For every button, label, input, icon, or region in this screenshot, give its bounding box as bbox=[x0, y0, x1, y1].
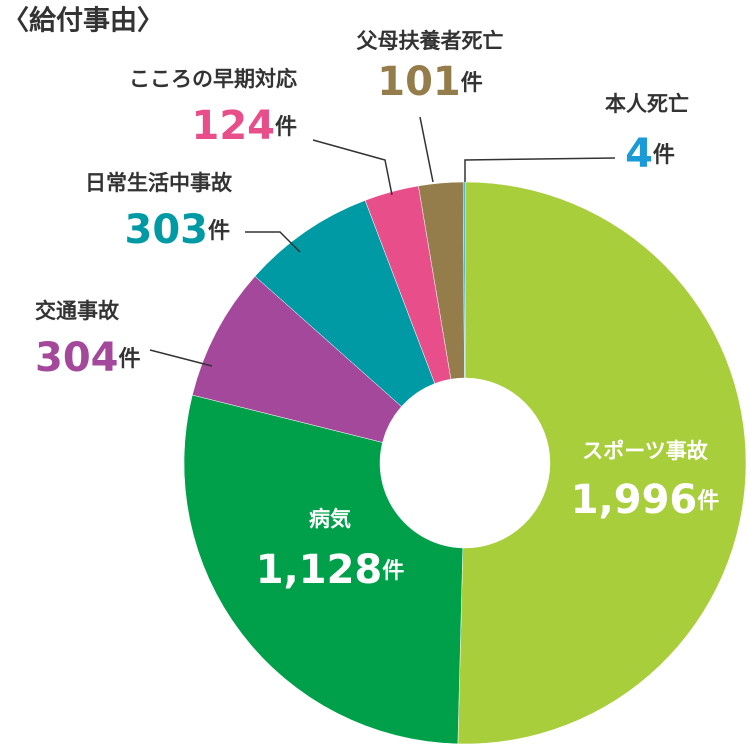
value-unit: 件 bbox=[653, 143, 675, 168]
value-number: 1,128 bbox=[256, 547, 383, 593]
category-label: こころの早期対応 bbox=[129, 67, 297, 91]
value-number: 101 bbox=[377, 59, 461, 105]
chart-title: 〈給付事由〉 bbox=[2, 5, 164, 37]
value-unit: 件 bbox=[382, 559, 404, 584]
category-label: 父母扶養者死亡 bbox=[357, 29, 504, 53]
value-number: 4 bbox=[625, 131, 653, 177]
leader-line bbox=[464, 157, 616, 182]
leader-line bbox=[149, 349, 213, 367]
donut-segment bbox=[183, 394, 464, 745]
value-number: 303 bbox=[124, 207, 208, 253]
value-unit: 件 bbox=[697, 489, 719, 514]
value-label: 1,128件 bbox=[256, 547, 405, 593]
value-unit: 件 bbox=[208, 219, 230, 244]
value-label: 4件 bbox=[625, 131, 675, 177]
leader-line bbox=[419, 116, 434, 183]
leader-line bbox=[245, 231, 301, 253]
value-number: 304 bbox=[35, 335, 119, 381]
donut-segment bbox=[457, 181, 747, 745]
value-number: 1,996 bbox=[571, 477, 698, 523]
category-label: 病気 bbox=[309, 507, 351, 531]
leader-line bbox=[312, 139, 393, 196]
category-label: 本人死亡 bbox=[605, 92, 689, 116]
value-unit: 件 bbox=[461, 71, 483, 96]
category-label: スポーツ事故 bbox=[582, 439, 709, 463]
value-label: 303件 bbox=[124, 207, 230, 253]
value-number: 124 bbox=[191, 103, 275, 149]
category-label: 交通事故 bbox=[35, 299, 120, 323]
value-label: 1,996件 bbox=[571, 477, 720, 523]
value-unit: 件 bbox=[119, 347, 141, 372]
value-label: 124件 bbox=[191, 103, 297, 149]
category-label: 日常生活中事故 bbox=[85, 171, 233, 195]
value-label: 101件 bbox=[377, 59, 483, 105]
donut-segment bbox=[462, 181, 466, 379]
value-unit: 件 bbox=[275, 115, 297, 140]
value-label: 304件 bbox=[35, 335, 141, 381]
